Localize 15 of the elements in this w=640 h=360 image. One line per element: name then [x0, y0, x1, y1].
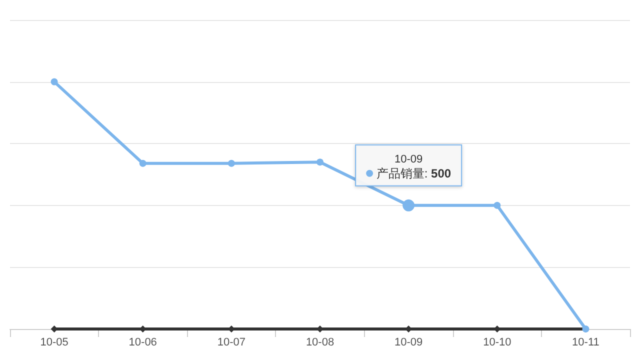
- x-tick-label: 10-06: [128, 336, 157, 348]
- x-tick-label: 10-09: [394, 336, 423, 348]
- category-label: 10-09: [394, 153, 423, 166]
- data-label: 500: [431, 166, 452, 180]
- x-tick-label: 10-05: [40, 336, 68, 348]
- point: [494, 202, 501, 209]
- point: [50, 78, 58, 86]
- x-tick-label: 10-07: [217, 336, 246, 348]
- point: [228, 160, 235, 167]
- point: [316, 158, 324, 166]
- x-tick-label: 10-10: [483, 336, 512, 348]
- legend-label: 产品销量:: [376, 166, 432, 180]
- x-tick-label: 10-11: [572, 336, 600, 348]
- point: [139, 160, 146, 167]
- x-tick-label: 10-08: [306, 336, 334, 348]
